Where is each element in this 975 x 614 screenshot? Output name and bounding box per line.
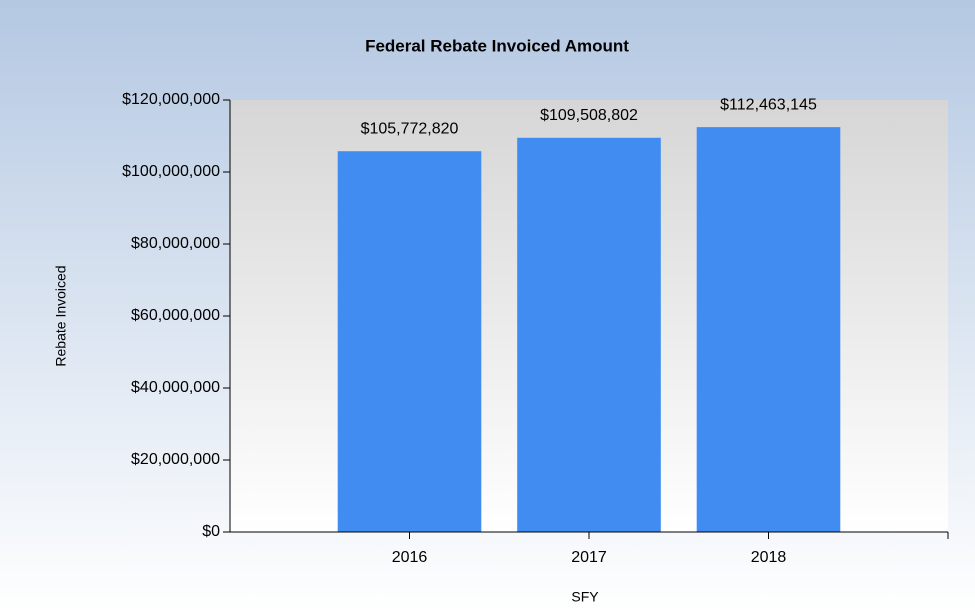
- x-tick-label: 2018: [751, 549, 787, 566]
- x-axis-title: SFY: [571, 589, 599, 605]
- y-tick-label: $20,000,000: [131, 451, 220, 468]
- y-tick-label: $120,000,000: [122, 91, 220, 108]
- y-tick-label: $80,000,000: [131, 235, 220, 252]
- x-tick-label: 2016: [392, 549, 428, 566]
- marks: $0 $20,000,000 $40,000,000 $60,000,000 $80,0…: [122, 91, 949, 566]
- y-axis-title: Rebate Invoiced: [53, 265, 69, 366]
- y-tick-label: $0: [202, 523, 220, 540]
- x-tick-label: 2017: [571, 549, 607, 566]
- y-tick-label: $40,000,000: [131, 379, 220, 396]
- bar: [696, 127, 841, 532]
- data-label: $109,508,802: [540, 107, 638, 124]
- bar: [517, 137, 661, 532]
- data-label: $112,463,145: [720, 96, 817, 113]
- data-label: $105,772,820: [361, 120, 459, 137]
- y-tick-label: $60,000,000: [131, 307, 220, 324]
- chart-title: Federal Rebate Invoiced Amount: [365, 36, 629, 55]
- y-tick-label: $100,000,000: [122, 163, 220, 180]
- bar: [337, 151, 482, 533]
